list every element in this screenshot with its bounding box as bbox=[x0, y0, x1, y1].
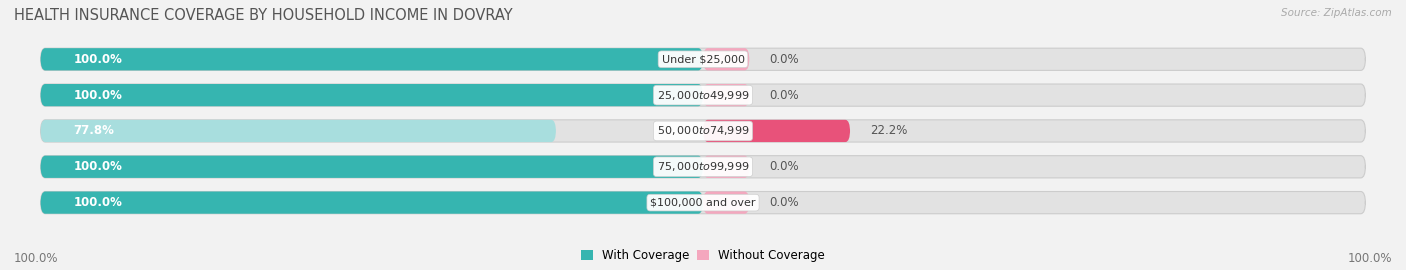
FancyBboxPatch shape bbox=[703, 191, 749, 214]
FancyBboxPatch shape bbox=[703, 156, 749, 178]
FancyBboxPatch shape bbox=[41, 120, 555, 142]
Text: 100.0%: 100.0% bbox=[73, 196, 122, 209]
Text: 77.8%: 77.8% bbox=[73, 124, 114, 137]
Text: 0.0%: 0.0% bbox=[769, 160, 799, 173]
Text: Under $25,000: Under $25,000 bbox=[661, 54, 745, 64]
FancyBboxPatch shape bbox=[41, 48, 1365, 70]
Text: 100.0%: 100.0% bbox=[73, 89, 122, 102]
Text: $25,000 to $49,999: $25,000 to $49,999 bbox=[657, 89, 749, 102]
FancyBboxPatch shape bbox=[41, 191, 703, 214]
Text: 100.0%: 100.0% bbox=[14, 252, 59, 265]
Text: 22.2%: 22.2% bbox=[870, 124, 907, 137]
Text: 0.0%: 0.0% bbox=[769, 89, 799, 102]
Text: HEALTH INSURANCE COVERAGE BY HOUSEHOLD INCOME IN DOVRAY: HEALTH INSURANCE COVERAGE BY HOUSEHOLD I… bbox=[14, 8, 513, 23]
Text: 100.0%: 100.0% bbox=[73, 53, 122, 66]
FancyBboxPatch shape bbox=[41, 84, 703, 106]
FancyBboxPatch shape bbox=[41, 120, 1365, 142]
Text: $75,000 to $99,999: $75,000 to $99,999 bbox=[657, 160, 749, 173]
Text: Source: ZipAtlas.com: Source: ZipAtlas.com bbox=[1281, 8, 1392, 18]
FancyBboxPatch shape bbox=[703, 48, 749, 70]
FancyBboxPatch shape bbox=[41, 48, 703, 70]
FancyBboxPatch shape bbox=[703, 84, 749, 106]
Text: 0.0%: 0.0% bbox=[769, 53, 799, 66]
Text: $50,000 to $74,999: $50,000 to $74,999 bbox=[657, 124, 749, 137]
Text: $100,000 and over: $100,000 and over bbox=[650, 198, 756, 208]
FancyBboxPatch shape bbox=[41, 191, 1365, 214]
Text: 0.0%: 0.0% bbox=[769, 196, 799, 209]
Text: 100.0%: 100.0% bbox=[1347, 252, 1392, 265]
FancyBboxPatch shape bbox=[703, 120, 851, 142]
FancyBboxPatch shape bbox=[41, 84, 1365, 106]
FancyBboxPatch shape bbox=[41, 156, 703, 178]
Legend: With Coverage, Without Coverage: With Coverage, Without Coverage bbox=[576, 245, 830, 267]
FancyBboxPatch shape bbox=[41, 156, 1365, 178]
Text: 100.0%: 100.0% bbox=[73, 160, 122, 173]
